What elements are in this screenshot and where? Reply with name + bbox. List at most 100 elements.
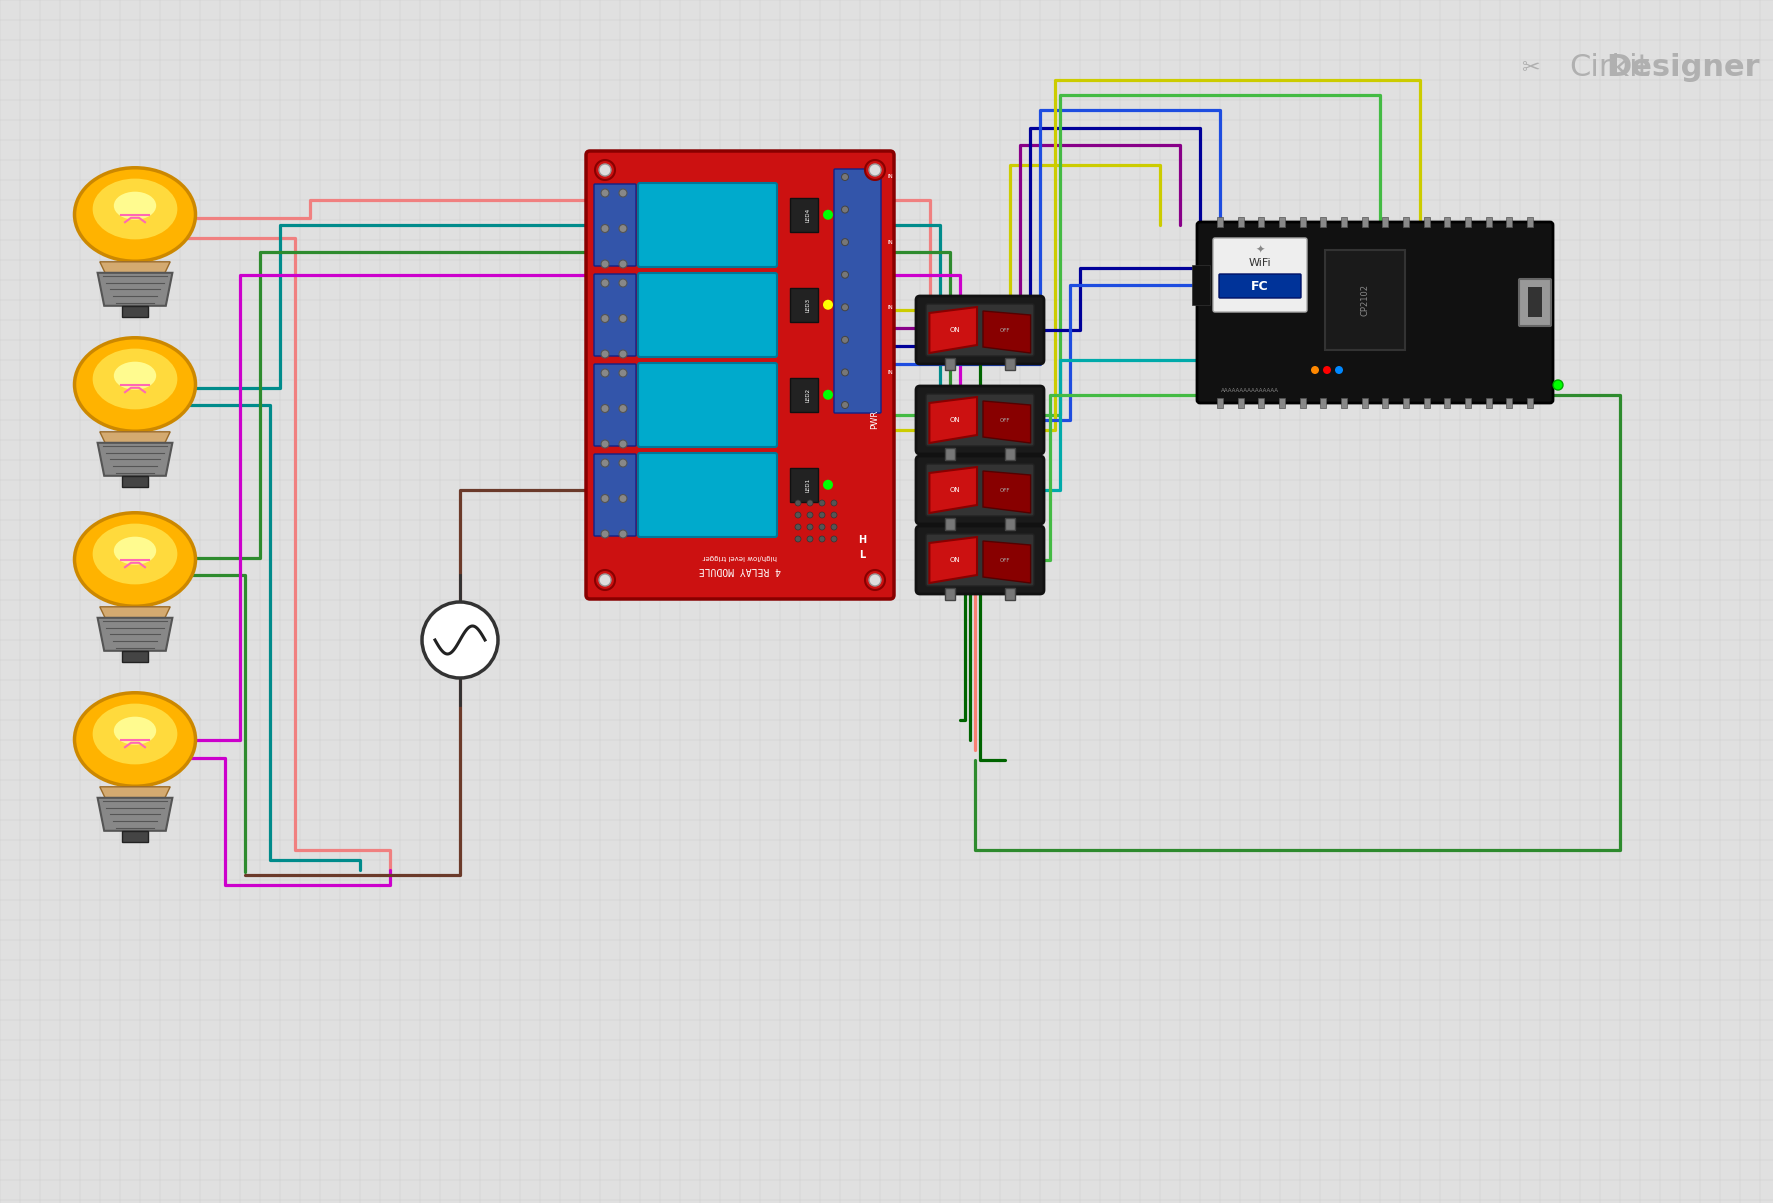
Circle shape — [619, 279, 628, 288]
Circle shape — [807, 537, 814, 543]
Circle shape — [601, 189, 608, 197]
Polygon shape — [929, 537, 977, 583]
Bar — [1402, 398, 1410, 408]
Text: FC: FC — [1252, 279, 1269, 292]
Ellipse shape — [74, 338, 195, 431]
Circle shape — [422, 602, 498, 678]
Ellipse shape — [113, 717, 156, 745]
Circle shape — [599, 574, 612, 586]
Bar — [791, 288, 817, 321]
Polygon shape — [99, 262, 170, 273]
Text: Cirkit: Cirkit — [1569, 53, 1651, 83]
FancyBboxPatch shape — [917, 526, 1044, 594]
Polygon shape — [98, 443, 172, 476]
Bar — [1486, 217, 1491, 227]
Text: IN: IN — [888, 239, 894, 244]
Bar — [1528, 288, 1543, 318]
Circle shape — [619, 314, 628, 322]
Ellipse shape — [92, 704, 177, 764]
Ellipse shape — [74, 512, 195, 606]
Circle shape — [807, 512, 814, 518]
Bar — [1362, 398, 1367, 408]
Circle shape — [601, 260, 608, 268]
Polygon shape — [98, 798, 172, 831]
Bar — [1464, 217, 1472, 227]
Bar — [1216, 217, 1223, 227]
Circle shape — [1310, 366, 1319, 374]
Text: 4 RELAY MODULE: 4 RELAY MODULE — [699, 565, 782, 575]
Bar — [1424, 217, 1429, 227]
Bar — [1005, 358, 1014, 371]
FancyBboxPatch shape — [917, 386, 1044, 454]
Circle shape — [619, 531, 628, 538]
Circle shape — [842, 271, 849, 278]
Bar — [945, 448, 956, 460]
Bar — [945, 358, 956, 371]
Circle shape — [619, 404, 628, 413]
Circle shape — [823, 209, 833, 220]
Bar — [122, 306, 149, 316]
Polygon shape — [929, 397, 977, 443]
Circle shape — [842, 304, 849, 310]
Bar — [945, 518, 956, 531]
Ellipse shape — [74, 167, 195, 261]
Circle shape — [819, 525, 824, 531]
Circle shape — [601, 494, 608, 503]
Ellipse shape — [92, 349, 177, 409]
FancyBboxPatch shape — [638, 183, 777, 267]
Text: PWR: PWR — [871, 409, 879, 428]
FancyBboxPatch shape — [638, 363, 777, 448]
FancyBboxPatch shape — [1213, 238, 1307, 312]
Text: ON: ON — [950, 417, 961, 423]
Bar — [1402, 217, 1410, 227]
Circle shape — [1553, 380, 1564, 390]
Text: H: H — [858, 535, 865, 545]
Bar — [791, 197, 817, 232]
Circle shape — [601, 314, 608, 322]
Bar — [1238, 217, 1243, 227]
Bar — [122, 651, 149, 662]
FancyBboxPatch shape — [638, 454, 777, 537]
Circle shape — [842, 238, 849, 245]
Polygon shape — [982, 312, 1030, 352]
Circle shape — [619, 350, 628, 358]
Text: OFF: OFF — [1000, 327, 1011, 332]
Ellipse shape — [113, 191, 156, 220]
Circle shape — [601, 404, 608, 413]
Circle shape — [842, 402, 849, 409]
Bar — [1278, 398, 1285, 408]
Bar — [1507, 217, 1512, 227]
Circle shape — [823, 300, 833, 309]
Circle shape — [619, 369, 628, 377]
Circle shape — [599, 164, 612, 176]
Circle shape — [619, 225, 628, 232]
Circle shape — [601, 350, 608, 358]
Ellipse shape — [74, 693, 195, 787]
Ellipse shape — [92, 523, 177, 585]
Bar — [1340, 398, 1347, 408]
Text: OFF: OFF — [1000, 417, 1011, 422]
Bar — [1005, 448, 1014, 460]
Text: OFF: OFF — [1000, 557, 1011, 563]
Bar — [1321, 398, 1326, 408]
Text: ✦: ✦ — [1255, 245, 1264, 255]
Circle shape — [601, 531, 608, 538]
Circle shape — [619, 440, 628, 448]
Bar — [1424, 398, 1429, 408]
Text: IN: IN — [888, 371, 894, 375]
Bar — [1259, 217, 1264, 227]
Circle shape — [601, 225, 608, 232]
Ellipse shape — [92, 178, 177, 239]
Text: LED3: LED3 — [805, 297, 810, 312]
Ellipse shape — [113, 537, 156, 564]
Bar — [1216, 398, 1223, 408]
Circle shape — [601, 440, 608, 448]
Circle shape — [832, 500, 837, 506]
FancyBboxPatch shape — [917, 296, 1044, 365]
Text: L: L — [858, 550, 865, 561]
Bar — [1340, 217, 1347, 227]
Text: ✂: ✂ — [1521, 58, 1539, 78]
Text: AAAAAAAAAAAAAAA: AAAAAAAAAAAAAAA — [1222, 387, 1278, 392]
Bar — [122, 831, 149, 842]
Circle shape — [842, 173, 849, 180]
